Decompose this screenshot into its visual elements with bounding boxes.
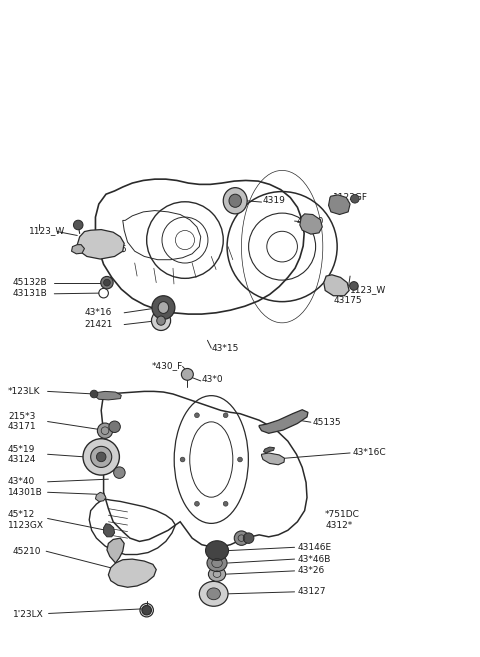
Text: 43146E: 43146E (298, 543, 332, 552)
Polygon shape (107, 538, 124, 563)
Text: 1123GX: 1123GX (8, 520, 44, 530)
Circle shape (223, 501, 228, 506)
Text: 14301B: 14301B (8, 487, 43, 497)
Ellipse shape (152, 296, 175, 319)
Circle shape (114, 467, 125, 478)
Text: 43175: 43175 (333, 296, 362, 305)
Circle shape (97, 423, 113, 438)
Polygon shape (300, 214, 323, 234)
Text: 1'23LX: 1'23LX (12, 610, 43, 619)
Text: 43*16C: 43*16C (352, 449, 386, 457)
Ellipse shape (181, 369, 193, 380)
Text: 1123_W: 1123_W (29, 226, 66, 235)
Circle shape (142, 605, 152, 615)
Ellipse shape (199, 581, 228, 606)
Ellipse shape (223, 188, 247, 214)
Polygon shape (264, 447, 275, 453)
Ellipse shape (208, 567, 226, 581)
Polygon shape (72, 244, 84, 254)
Circle shape (73, 220, 83, 230)
Text: 43*15: 43*15 (211, 344, 239, 353)
Circle shape (194, 413, 199, 418)
Ellipse shape (207, 588, 220, 600)
Polygon shape (262, 453, 285, 464)
Text: 43*26: 43*26 (298, 566, 324, 576)
Polygon shape (259, 410, 308, 434)
Text: 45135: 45135 (313, 418, 341, 426)
Circle shape (350, 194, 359, 203)
Text: 43*0: 43*0 (202, 375, 223, 384)
Ellipse shape (207, 555, 227, 572)
Ellipse shape (205, 541, 228, 560)
Polygon shape (104, 524, 115, 537)
Ellipse shape (229, 194, 241, 208)
Text: 43*46B: 43*46B (298, 555, 331, 564)
Circle shape (194, 501, 199, 506)
Circle shape (109, 421, 120, 432)
Ellipse shape (234, 531, 249, 545)
Text: *751DC: *751DC (325, 510, 360, 519)
Text: 1123_W: 1123_W (350, 284, 386, 294)
Ellipse shape (158, 302, 168, 313)
Text: 1123GF: 1123GF (333, 193, 368, 202)
Text: 21421: 21421 (84, 320, 113, 329)
Text: *123LK: *123LK (8, 387, 40, 396)
Text: 43171: 43171 (8, 422, 36, 431)
Text: 43*80: 43*80 (297, 217, 324, 225)
Circle shape (91, 446, 112, 467)
Ellipse shape (157, 316, 165, 325)
Ellipse shape (243, 533, 254, 543)
Circle shape (223, 413, 228, 418)
Polygon shape (96, 492, 106, 501)
Circle shape (83, 439, 120, 475)
Text: 215*3: 215*3 (8, 412, 35, 420)
Text: 4312*: 4312* (325, 520, 352, 530)
Text: 43124: 43124 (8, 455, 36, 464)
Circle shape (180, 457, 185, 462)
Polygon shape (324, 275, 349, 296)
Polygon shape (94, 392, 121, 400)
Polygon shape (77, 229, 124, 259)
Text: 45132B: 45132B (12, 278, 48, 287)
Circle shape (101, 277, 113, 289)
Ellipse shape (152, 311, 170, 330)
Circle shape (238, 457, 242, 462)
Text: *430_F: *430_F (152, 361, 183, 371)
Circle shape (96, 452, 106, 462)
Circle shape (349, 282, 358, 290)
Circle shape (104, 279, 110, 286)
Text: 43*16: 43*16 (84, 308, 112, 317)
Text: 45*12: 45*12 (8, 510, 35, 519)
Text: 45*19: 45*19 (8, 445, 35, 453)
Text: 43*40: 43*40 (8, 477, 35, 486)
Circle shape (90, 390, 98, 398)
Text: 45210: 45210 (12, 547, 41, 556)
Text: 43127: 43127 (298, 587, 326, 597)
Text: 43131B: 43131B (12, 289, 48, 298)
Text: 43146: 43146 (99, 245, 127, 254)
Polygon shape (108, 559, 156, 587)
Polygon shape (328, 195, 350, 215)
Text: 4319: 4319 (263, 196, 286, 205)
